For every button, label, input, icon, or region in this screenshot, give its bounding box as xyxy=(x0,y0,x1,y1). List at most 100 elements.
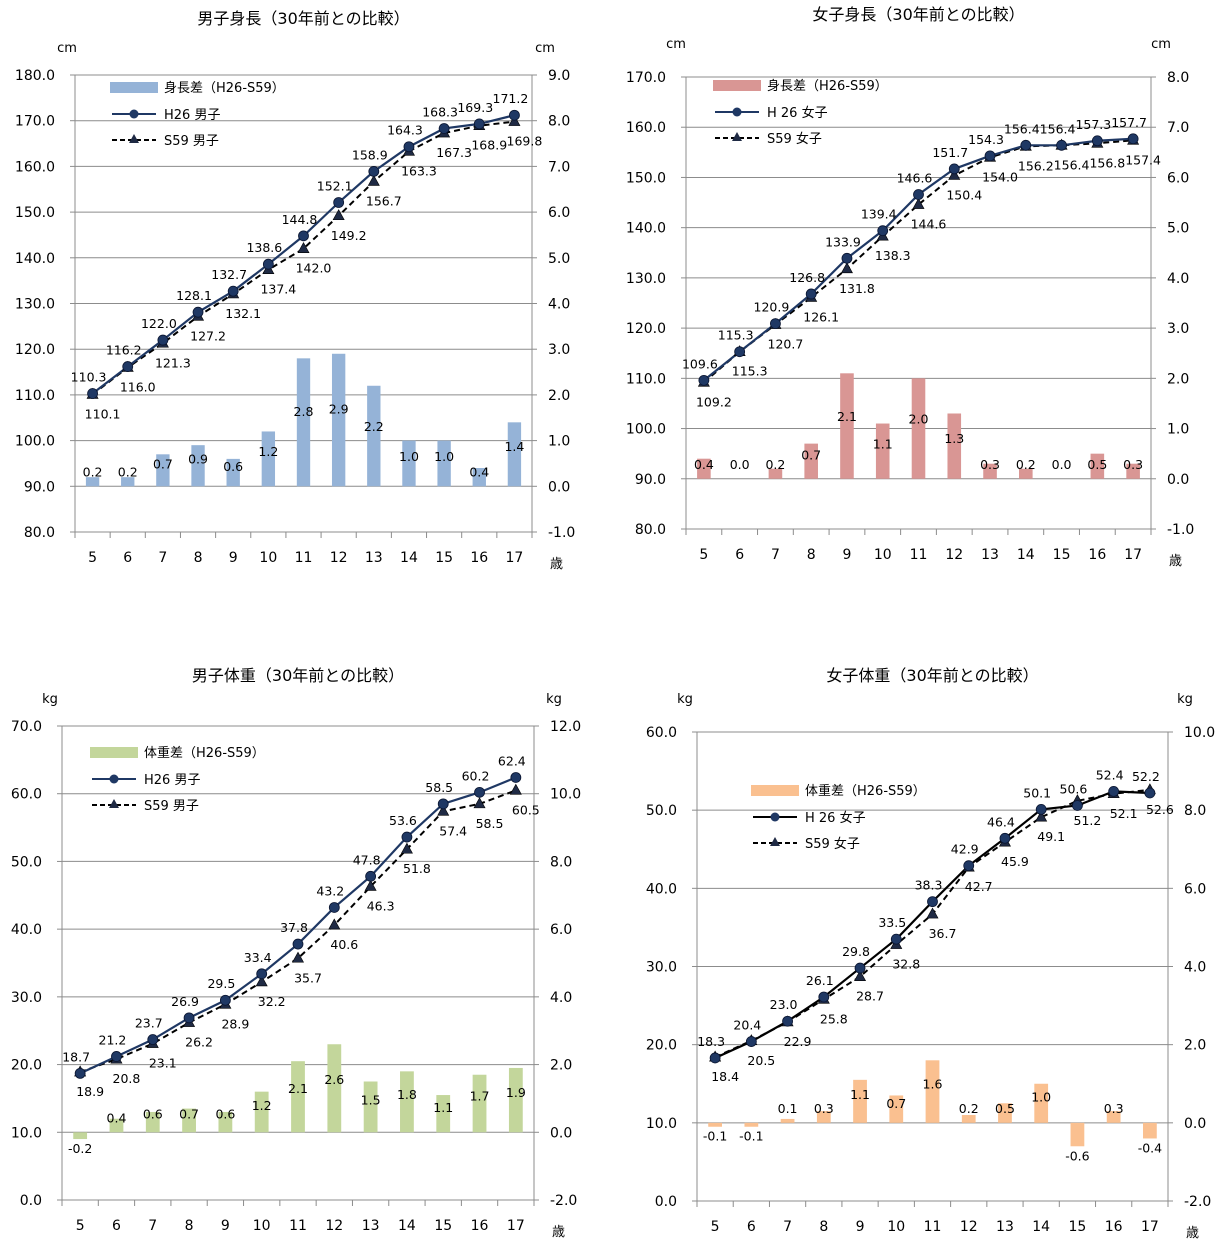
bar-data-label: 2.9 xyxy=(329,401,349,416)
h26-point xyxy=(999,832,1011,844)
s59-data-label: 149.2 xyxy=(331,228,367,243)
x-tick-label: 14 xyxy=(398,1218,416,1234)
legend-s59-marker xyxy=(109,799,119,808)
s59-data-label: 26.2 xyxy=(185,1035,213,1050)
bar xyxy=(327,1044,342,1133)
bar xyxy=(1126,463,1140,479)
bar xyxy=(85,477,100,487)
x-axis-unit: 歳 xyxy=(1186,1226,1199,1241)
y-left-tick-label: 150.0 xyxy=(626,170,666,186)
chart-title: 男子体重（30年前との比較） xyxy=(192,666,404,685)
legend-s59-label: S59 女子 xyxy=(767,131,822,147)
bar xyxy=(400,1071,414,1133)
bar-data-label: 1.8 xyxy=(397,1087,417,1102)
h26-point xyxy=(403,141,415,153)
x-tick-label: 8 xyxy=(807,547,816,563)
s59-point xyxy=(840,262,853,274)
x-tick-label: 6 xyxy=(747,1219,756,1235)
chart-girls-height: 女子身長（30年前との比較） cm cm 170.0 160.0 150.0 140.0 13… xyxy=(615,0,1229,600)
legend-h26-label: H26 男子 xyxy=(144,773,200,788)
h26-data-label: 154.3 xyxy=(968,132,1004,147)
s59-data-label: 132.1 xyxy=(225,306,261,321)
y-left-tick-label: 160.0 xyxy=(15,159,55,175)
y-right-tick-label: 1.0 xyxy=(548,434,570,450)
x-tick-label: 7 xyxy=(148,1218,157,1234)
y-left-tick-label: 100.0 xyxy=(15,434,55,450)
s59-data-label: 25.8 xyxy=(820,1011,848,1026)
x-tick-label: 17 xyxy=(1141,1219,1159,1235)
h26-point xyxy=(877,225,889,237)
h26-point xyxy=(474,786,485,798)
s59-point xyxy=(328,918,341,930)
bar-data-label: 1.0 xyxy=(1031,1089,1051,1104)
h26-data-label: 26.9 xyxy=(171,994,199,1009)
h26-point xyxy=(262,258,274,270)
bar-data-label: 0.6 xyxy=(223,459,243,474)
bar xyxy=(182,1108,196,1133)
bar-data-label: 0.3 xyxy=(1123,457,1143,472)
y-left-tick-label: 140.0 xyxy=(15,251,55,267)
s59-data-label: 36.7 xyxy=(929,926,957,941)
s59-data-label: 156.2 xyxy=(1018,158,1054,173)
s59-data-label: 150.4 xyxy=(946,187,982,202)
y-axis-left-unit: kg xyxy=(677,692,693,707)
s59-data-label: 156.8 xyxy=(1089,155,1125,170)
h26-data-label: 157.7 xyxy=(1111,115,1147,130)
bar xyxy=(331,353,346,487)
y-left-tick-label: 20.0 xyxy=(646,1038,677,1054)
y-left-tick-label: 10.0 xyxy=(646,1116,677,1132)
y-right-tick-label: 10.0 xyxy=(550,787,581,803)
x-tick-label: 12 xyxy=(960,1219,978,1235)
bar-data-label: 0.7 xyxy=(801,447,821,462)
h26-point xyxy=(219,994,231,1006)
s59-data-label: 23.1 xyxy=(149,1056,177,1071)
bar xyxy=(291,1061,305,1133)
s59-point xyxy=(291,951,305,963)
bar xyxy=(768,468,783,479)
x-tick-label: 11 xyxy=(924,1219,942,1235)
legend-s59-label: S59 男子 xyxy=(144,799,199,814)
bar xyxy=(437,440,451,487)
s59-point xyxy=(912,197,925,209)
h26-point xyxy=(782,1015,793,1027)
y-right-tick-label: 5.0 xyxy=(1167,221,1189,237)
legend-h26-marker xyxy=(732,107,742,117)
legend-h26-marker xyxy=(109,774,119,784)
legend-bar-swatch xyxy=(751,785,799,796)
s59-data-label: 156.4 xyxy=(1054,157,1090,172)
x-tick-label: 15 xyxy=(1069,1219,1087,1235)
x-tick-label: 7 xyxy=(158,550,167,566)
y-right-tick-label: 6.0 xyxy=(550,922,572,938)
x-tick-label: 9 xyxy=(843,547,852,563)
h26-point xyxy=(1127,133,1139,145)
bar-data-label: 1.5 xyxy=(361,1092,381,1107)
y-left-tick-label: 40.0 xyxy=(646,881,677,897)
bar xyxy=(911,378,926,479)
y-left-tick-label: 150.0 xyxy=(15,205,55,221)
bar-data-label: 0.4 xyxy=(694,457,714,472)
y-left-tick-label: 180.0 xyxy=(15,68,55,84)
h26-point xyxy=(805,288,817,300)
h26-point xyxy=(192,306,204,318)
x-tick-label: 10 xyxy=(259,550,277,566)
legend-bar-label: 身長差（H26-S59） xyxy=(164,80,285,96)
x-tick-label: 17 xyxy=(1124,547,1142,563)
y-left-tick-label: 100.0 xyxy=(626,422,666,438)
bar-data-label: 2.8 xyxy=(294,404,314,419)
h26-point xyxy=(948,163,960,175)
bar-data-label: 0.6 xyxy=(215,1106,235,1121)
legend-s59-marker xyxy=(732,132,742,141)
chart-svg: 男子身長（30年前との比較）cm cm180.0170.0160.0150.014… xyxy=(15,9,575,572)
y-left-tick-label: 50.0 xyxy=(646,803,677,819)
x-tick-label: 16 xyxy=(470,550,488,566)
h26-data-label: 157.3 xyxy=(1075,117,1111,132)
bar-data-label: -0.2 xyxy=(68,1141,92,1156)
s59-data-label: 109.2 xyxy=(696,394,732,409)
legend-bar-swatch xyxy=(713,80,761,91)
h26-data-label: 21.2 xyxy=(99,1032,127,1047)
h26-point xyxy=(913,189,924,200)
x-axis-unit: 歳 xyxy=(550,557,563,572)
s59-data-label: 52.1 xyxy=(1110,806,1138,821)
bar xyxy=(226,458,240,487)
y-left-tick-label: 130.0 xyxy=(15,297,55,313)
